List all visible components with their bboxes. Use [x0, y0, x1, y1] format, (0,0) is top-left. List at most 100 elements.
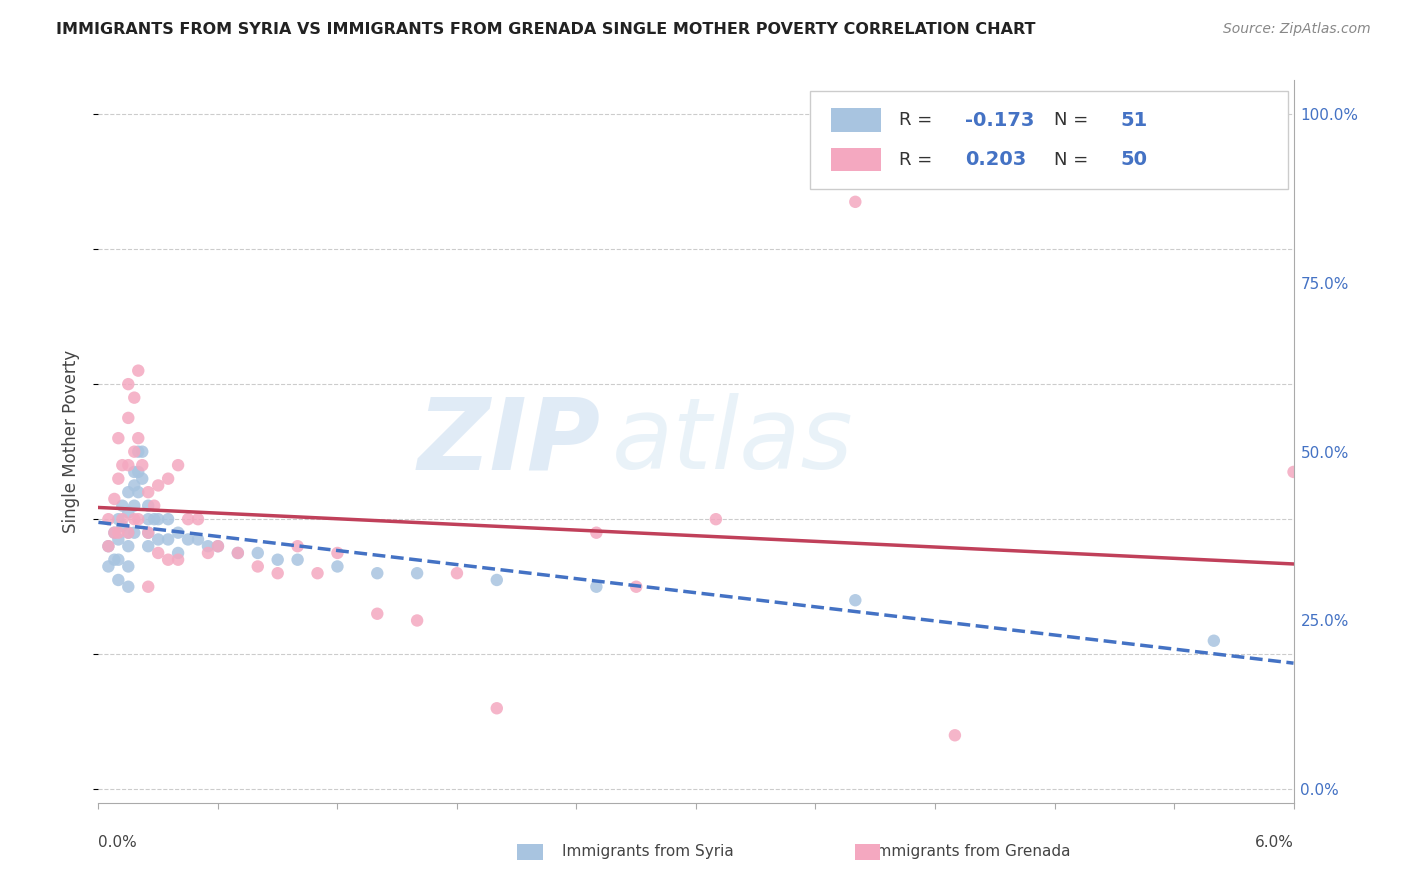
Point [117, 485, 139, 500]
Point [127, 512, 149, 526]
Point [226, 546, 249, 560]
Point [157, 533, 180, 547]
Text: IMMIGRANTS FROM SYRIA VS IMMIGRANTS FROM GRENADA SINGLE MOTHER POVERTY CORRELATI: IMMIGRANTS FROM SYRIA VS IMMIGRANTS FROM… [56, 22, 1036, 37]
Point [107, 512, 129, 526]
Point [157, 512, 180, 526]
Point [124, 444, 146, 458]
Point [148, 512, 170, 526]
Point [177, 533, 200, 547]
Point [267, 552, 290, 566]
Text: Immigrants from Syria: Immigrants from Syria [562, 845, 734, 859]
Point [111, 519, 134, 533]
Point [226, 546, 249, 560]
Point [124, 465, 146, 479]
Text: R =: R = [900, 111, 938, 129]
Point [117, 458, 139, 472]
Point [107, 472, 129, 486]
Point [131, 472, 153, 486]
Point [124, 525, 146, 540]
Point [585, 580, 607, 594]
Text: N =: N = [1054, 151, 1094, 169]
Text: atlas: atlas [613, 393, 853, 490]
Point [107, 525, 129, 540]
Point [187, 533, 209, 547]
Point [148, 533, 170, 547]
Point [117, 539, 139, 553]
Point [844, 194, 866, 209]
Point [97, 539, 120, 553]
Text: 50: 50 [1121, 150, 1147, 169]
Point [943, 728, 966, 742]
Point [131, 444, 153, 458]
Point [148, 478, 170, 492]
Point [131, 458, 153, 472]
Point [136, 499, 159, 513]
Point [124, 391, 146, 405]
Text: 0.0%: 0.0% [98, 835, 138, 850]
Point [167, 458, 190, 472]
Point [143, 512, 166, 526]
Point [136, 512, 159, 526]
Point [117, 580, 139, 594]
Point [287, 539, 309, 553]
Text: R =: R = [900, 151, 938, 169]
Point [585, 525, 607, 540]
Point [111, 499, 134, 513]
Point [844, 593, 866, 607]
Point [97, 539, 120, 553]
Point [107, 533, 129, 547]
Point [136, 525, 159, 540]
Point [117, 525, 139, 540]
Point [197, 546, 219, 560]
Point [704, 512, 727, 526]
Point [177, 512, 200, 526]
Point [446, 566, 468, 581]
Y-axis label: Single Mother Poverty: Single Mother Poverty [62, 350, 80, 533]
Point [157, 472, 180, 486]
Point [127, 364, 149, 378]
Text: 51: 51 [1121, 111, 1147, 129]
Point [127, 485, 149, 500]
Text: Immigrants from Grenada: Immigrants from Grenada [872, 845, 1070, 859]
Point [124, 499, 146, 513]
Bar [810, 91, 1288, 189]
Point [103, 491, 125, 506]
Text: Source: ZipAtlas.com: Source: ZipAtlas.com [1223, 22, 1371, 37]
Point [326, 559, 349, 574]
Point [1202, 633, 1225, 648]
Text: 6.0%: 6.0% [1254, 835, 1294, 850]
Point [107, 552, 129, 566]
Point [117, 377, 139, 392]
Point [1282, 465, 1305, 479]
Text: ZIP: ZIP [418, 393, 600, 490]
Point [97, 512, 120, 526]
Point [111, 458, 134, 472]
Point [107, 573, 129, 587]
Point [124, 512, 146, 526]
Point [366, 607, 388, 621]
Point [143, 499, 166, 513]
Point [485, 573, 508, 587]
Point [103, 552, 125, 566]
Point [103, 525, 125, 540]
Point [136, 525, 159, 540]
Point [148, 546, 170, 560]
Point [267, 566, 290, 581]
Point [127, 431, 149, 445]
Point [626, 580, 648, 594]
Point [124, 478, 146, 492]
Point [103, 525, 125, 540]
Point [366, 566, 388, 581]
Point [287, 552, 309, 566]
Point [157, 552, 180, 566]
Point [127, 444, 149, 458]
Point [326, 546, 349, 560]
Point [207, 539, 229, 553]
Point [117, 411, 139, 425]
Point [197, 539, 219, 553]
Point [406, 614, 429, 628]
Point [406, 566, 429, 581]
Point [167, 525, 190, 540]
Point [117, 559, 139, 574]
Point [167, 546, 190, 560]
